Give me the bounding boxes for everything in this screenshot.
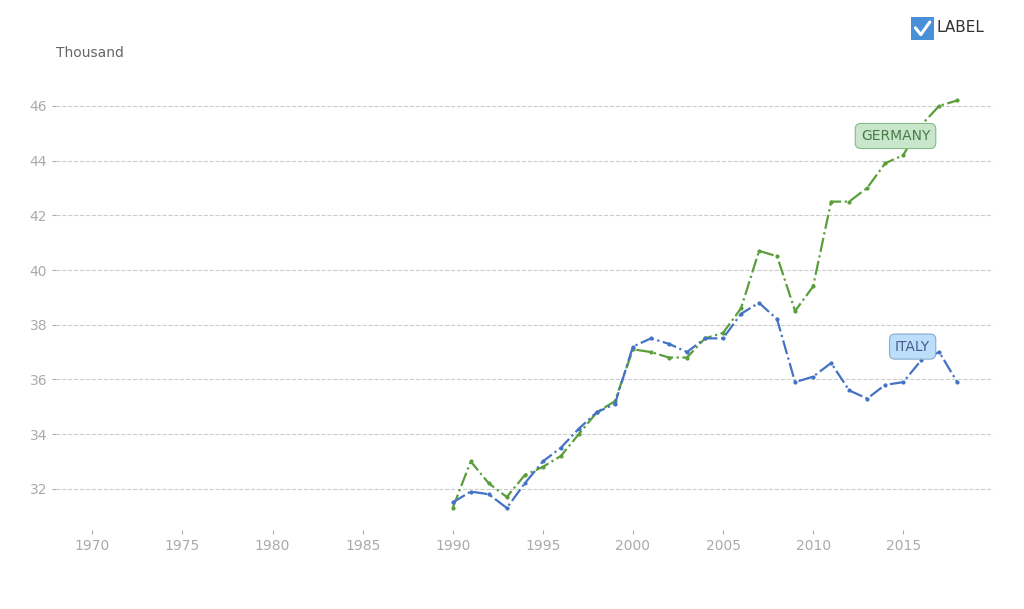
Text: LABEL: LABEL (937, 20, 985, 35)
Text: GERMANY: GERMANY (861, 129, 930, 143)
Text: Thousand: Thousand (56, 46, 124, 60)
FancyBboxPatch shape (910, 16, 935, 40)
Text: ITALY: ITALY (895, 340, 930, 354)
